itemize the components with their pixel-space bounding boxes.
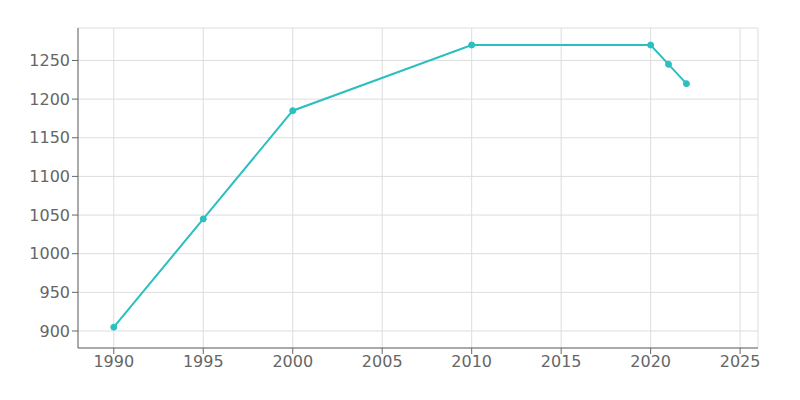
svg-text:1000: 1000 (29, 244, 70, 263)
svg-text:1050: 1050 (29, 206, 70, 225)
svg-text:2025: 2025 (720, 352, 761, 371)
svg-text:1200: 1200 (29, 90, 70, 109)
svg-text:1250: 1250 (29, 51, 70, 70)
svg-text:1990: 1990 (93, 352, 134, 371)
svg-text:2000: 2000 (272, 352, 313, 371)
svg-text:900: 900 (39, 322, 70, 341)
svg-text:1100: 1100 (29, 167, 70, 186)
svg-text:950: 950 (39, 283, 70, 302)
svg-text:2005: 2005 (362, 352, 403, 371)
svg-text:2010: 2010 (451, 352, 492, 371)
svg-text:2020: 2020 (630, 352, 671, 371)
svg-text:2015: 2015 (541, 352, 582, 371)
svg-text:1150: 1150 (29, 128, 70, 147)
svg-text:1995: 1995 (183, 352, 224, 371)
